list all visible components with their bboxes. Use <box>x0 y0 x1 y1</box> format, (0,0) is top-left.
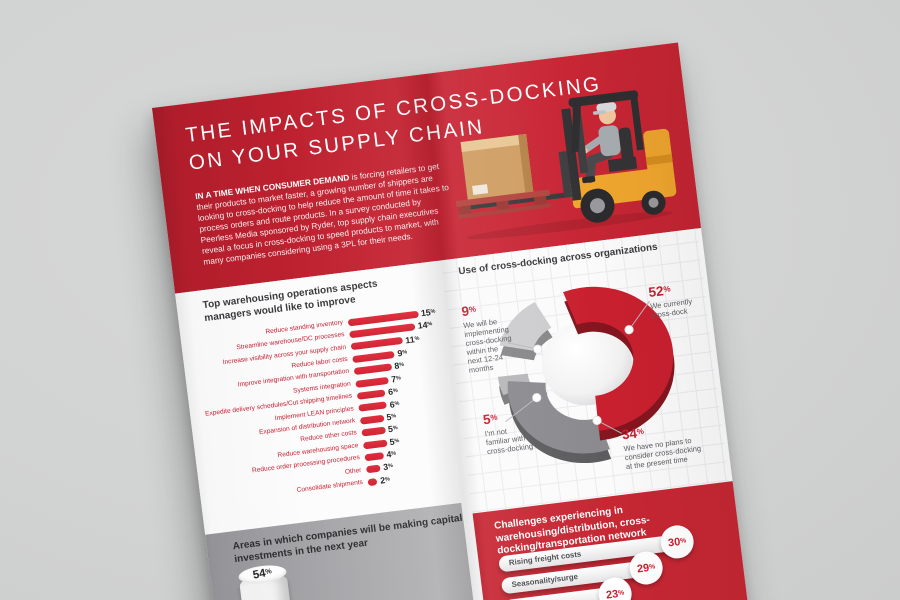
callout-line <box>628 300 651 331</box>
bar <box>362 439 388 450</box>
slice-label: We currentlycross-dock <box>650 297 694 320</box>
bar-value: 2% <box>379 474 391 486</box>
bar-value: 11% <box>404 333 420 346</box>
slice-label: We will beimplementingcross-dockingwithi… <box>462 316 516 375</box>
capital-investment-value-cylinder: 54% <box>237 563 292 600</box>
cross-docking-usage-section: Use of cross-docking across organization… <box>441 228 729 514</box>
bar-value: 15% <box>420 306 436 319</box>
bar-value: 5% <box>388 436 400 447</box>
bar-value: 3% <box>382 462 394 473</box>
bar <box>358 401 388 413</box>
callout-line <box>596 419 623 434</box>
bar-value: 5% <box>387 424 399 435</box>
bar-chart: Reduce standing inventory 15% Streamline w… <box>181 305 462 510</box>
bar-value: 6% <box>389 398 400 410</box>
forklift-driver <box>581 102 621 184</box>
callout-dot <box>532 393 542 403</box>
bar-value: 14% <box>417 319 433 331</box>
bar-value: 5% <box>385 411 397 423</box>
forklift-mast <box>561 90 644 201</box>
bar-value: 4% <box>385 449 397 460</box>
bar <box>364 452 384 462</box>
donut-slice-52 <box>563 286 675 441</box>
callout-dot <box>533 344 543 354</box>
bar <box>365 464 381 474</box>
callout-line <box>505 397 538 423</box>
bar-value: 6% <box>387 386 399 398</box>
bar <box>356 389 386 400</box>
header-section: THE IMPACTS OF CROSS-DOCKING ON YOUR SUP… <box>152 42 702 294</box>
callout-dot <box>624 325 634 335</box>
bar-value: 9% <box>396 347 408 359</box>
callout-dot <box>592 415 602 425</box>
slice-percent: 9% <box>461 303 477 320</box>
forklift-body <box>570 127 677 209</box>
bar-value: 8% <box>393 360 405 372</box>
slice-percent: 34% <box>621 425 645 443</box>
forklift-wheels <box>580 188 666 223</box>
forklift-illustration <box>455 90 677 240</box>
warehouse-improvements-section: Top warehousing operations aspects manag… <box>175 261 466 535</box>
slice-percent: 5% <box>482 411 498 428</box>
bar <box>361 426 386 437</box>
callout-line <box>507 342 538 350</box>
infographic-page: THE IMPACTS OF CROSS-DOCKING ON YOUR SUP… <box>152 42 758 600</box>
bar <box>359 414 385 425</box>
intro-paragraph: IN A TIME WHEN CONSUMER DEMAND is forcin… <box>195 160 459 268</box>
donut-center <box>541 321 632 406</box>
ground-shadow <box>466 211 673 240</box>
pallet <box>455 189 552 220</box>
cardboard-box <box>460 133 534 200</box>
slice-percent: 52% <box>648 282 672 300</box>
bar <box>367 477 378 486</box>
bar-value: 7% <box>390 373 402 385</box>
